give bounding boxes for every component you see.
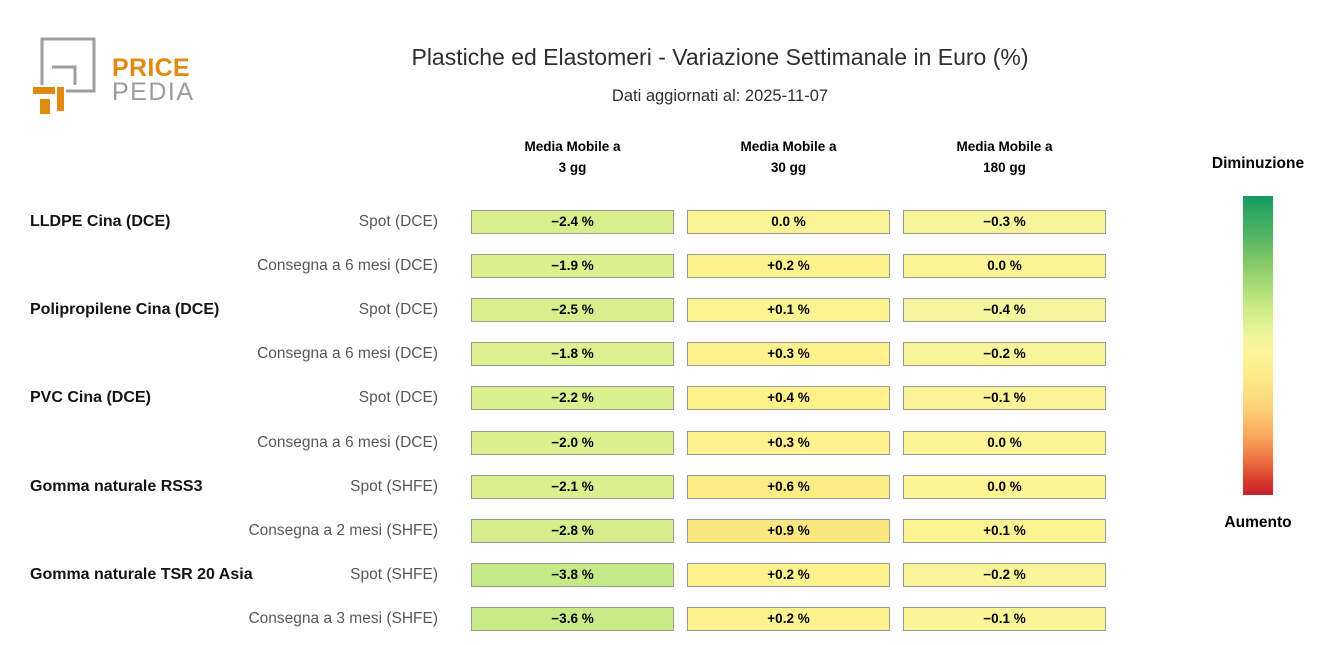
heatmap-cell: −0.2 % [903,563,1106,587]
row-group-label: Gomma naturale RSS3 [30,478,203,495]
logo-pedia-text: PEDIA [112,78,195,106]
column-header: Media Mobile a 180 gg [956,139,1053,175]
heatmap-cell: −0.2 % [903,342,1106,366]
legend-label-aumento: Aumento [1224,514,1292,531]
row-series-label: Consegna a 3 mesi (SHFE) [248,610,438,627]
row-series-label: Spot (DCE) [358,389,438,406]
column-header: Media Mobile a 3 gg [524,139,621,175]
row-series-label: Consegna a 2 mesi (SHFE) [248,522,438,539]
heatmap-cell: +0.1 % [903,519,1106,543]
heatmap-cell: −1.8 % [471,342,674,366]
heatmap-cell: −2.8 % [471,519,674,543]
heatmap-cell: −2.5 % [471,298,674,322]
heatmap-cell: 0.0 % [903,254,1106,278]
chart-title: Plastiche ed Elastomeri - Variazione Set… [411,44,1029,70]
heatmap-cell: −0.3 % [903,210,1106,234]
heatmap-cell: −2.0 % [471,431,674,455]
heatmap-cell: −2.1 % [471,475,674,499]
heatmap-cell: −3.6 % [471,607,674,631]
logo-price-text: PRICE [112,54,190,82]
row-series-label: Consegna a 6 mesi (DCE) [257,345,438,362]
heatmap-cell: −3.8 % [471,563,674,587]
heatmap-cell: +0.2 % [687,607,890,631]
legend-colorbar [1243,196,1273,495]
row-group-label: Gomma naturale TSR 20 Asia [30,566,253,583]
heatmap-cell: +0.9 % [687,519,890,543]
legend-label-diminuzione: Diminuzione [1211,155,1305,172]
heatmap-cell: −2.4 % [471,210,674,234]
heatmap-cell: −0.1 % [903,607,1106,631]
row-series-label: Consegna a 6 mesi (DCE) [257,434,438,451]
row-group-label: Polipropilene Cina (DCE) [30,301,220,318]
heatmap-cell: +0.6 % [687,475,890,499]
row-series-label: Spot (DCE) [358,213,438,230]
pricepedia-logo-text: PRICE PEDIA [112,54,195,106]
row-series-label: Consegna a 6 mesi (DCE) [257,257,438,274]
heatmap-cell: −0.4 % [903,298,1106,322]
heatmap-cell: −1.9 % [471,254,674,278]
column-header: Media Mobile a 30 gg [740,139,837,175]
heatmap-cell: +0.3 % [687,342,890,366]
heatmap-cell: +0.1 % [687,298,890,322]
heatmap-cell: 0.0 % [687,210,890,234]
heatmap-cell: +0.2 % [687,254,890,278]
row-series-label: Spot (SHFE) [350,478,438,495]
chart-subtitle: Dati aggiornati al: 2025-11-07 [611,87,829,105]
pricepedia-logo: PRICE PEDIA [32,36,232,131]
row-series-label: Spot (SHFE) [350,566,438,583]
heatmap-cell: +0.4 % [687,386,890,410]
heatmap-cell: −0.1 % [903,386,1106,410]
row-series-label: Spot (DCE) [358,301,438,318]
heatmap-cell: +0.2 % [687,563,890,587]
row-group-label: PVC Cina (DCE) [30,389,151,406]
heatmap-cell: −2.2 % [471,386,674,410]
pricepedia-logo-mark [32,37,96,116]
heatmap-cell: 0.0 % [903,431,1106,455]
heatmap-cell: +0.3 % [687,431,890,455]
heatmap-cell: 0.0 % [903,475,1106,499]
row-group-label: LLDPE Cina (DCE) [30,213,171,230]
